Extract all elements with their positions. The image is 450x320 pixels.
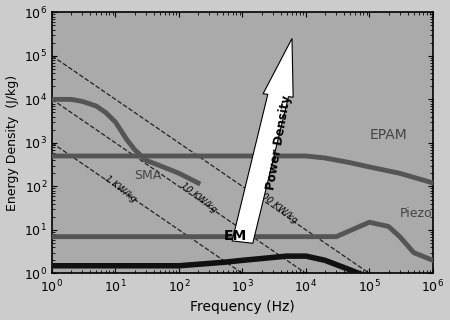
- Text: Piezo: Piezo: [400, 207, 432, 220]
- Text: SMA: SMA: [135, 169, 162, 182]
- Text: Power Density: Power Density: [264, 94, 293, 191]
- X-axis label: Frequency (Hz): Frequency (Hz): [190, 300, 295, 315]
- Text: EM: EM: [223, 228, 247, 243]
- Polygon shape: [232, 38, 293, 243]
- Text: 1 KW/kg: 1 KW/kg: [103, 174, 138, 204]
- Text: 100 KW/kg: 100 KW/kg: [255, 188, 299, 225]
- Y-axis label: Energy Density  (J/kg): Energy Density (J/kg): [5, 75, 18, 211]
- Text: EPAM: EPAM: [369, 128, 407, 142]
- Text: 10 KW/kg: 10 KW/kg: [179, 181, 219, 214]
